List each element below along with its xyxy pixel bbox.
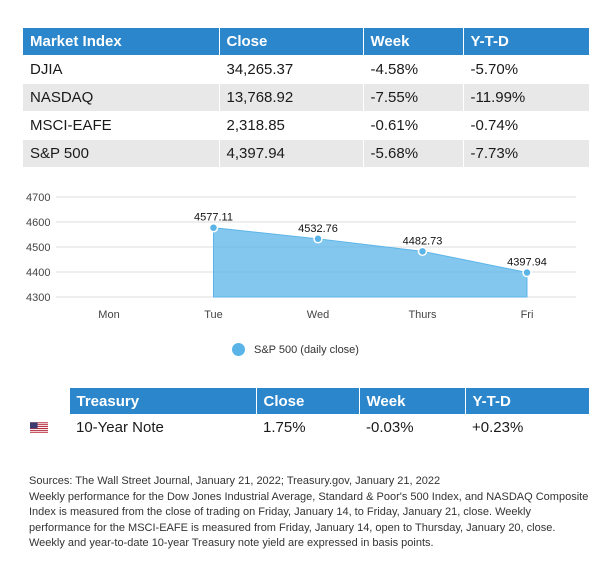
index-ytd: -7.73%: [463, 139, 589, 167]
data-point: [313, 234, 323, 244]
index-week: -7.55%: [363, 83, 464, 112]
legend-marker: [232, 343, 245, 356]
header-close: Close: [219, 28, 364, 56]
table-row: 10-Year Note 1.75% -0.03% +0.23%: [23, 414, 589, 441]
market-index-table: Market Index Close Week Y-T-D DJIA 34,26…: [23, 28, 589, 167]
index-week: -4.58%: [363, 55, 464, 84]
x-tick-label: Wed: [307, 309, 329, 321]
index-close: 2,318.85: [219, 111, 364, 140]
treasury-name: 10-Year Note: [69, 414, 256, 441]
chart-legend: S&P 500 (daily close): [232, 343, 359, 356]
index-ytd: -0.74%: [463, 111, 589, 140]
index-ytd: -11.99%: [463, 83, 589, 112]
index-ytd: -5.70%: [463, 55, 589, 84]
y-tick-label: 4700: [26, 192, 50, 204]
treasury-ytd: +0.23%: [465, 414, 589, 441]
table-row: S&P 500 4,397.94 -5.68% -7.73%: [23, 139, 589, 167]
data-point: [208, 222, 219, 233]
data-label: 4397.94: [507, 257, 547, 269]
header-treasury: Treasury: [69, 388, 257, 414]
data-label: 4482.73: [403, 235, 443, 247]
x-tick-label: Thurs: [408, 309, 437, 321]
header-week: Week: [359, 388, 466, 414]
data-points: [208, 222, 532, 278]
legend-label: S&P 500 (daily close): [254, 343, 359, 356]
header-ytd: Y-T-D: [463, 28, 589, 56]
footnotes: Sources: The Wall Street Journal, Januar…: [29, 474, 589, 552]
market-table-header: Market Index Close Week Y-T-D: [23, 28, 589, 56]
index-name: S&P 500: [23, 139, 220, 167]
y-tick-label: 4600: [26, 217, 50, 229]
methodology-note: Weekly performance for the Dow Jones Ind…: [29, 490, 589, 550]
x-tick-label: Mon: [98, 309, 119, 321]
y-tick-label: 4400: [26, 267, 50, 279]
sp500-area-chart: 4300 4400 4500 4600 4700 Mon Tue Wed Thurs Fri 4…: [26, 192, 576, 321]
data-label: 4577.11: [194, 212, 233, 224]
header-week: Week: [363, 28, 464, 56]
y-tick-label: 4300: [26, 292, 50, 304]
table-row: MSCI-EAFE 2,318.85 -0.61% -0.74%: [23, 111, 589, 140]
treasury-week: -0.03%: [359, 414, 465, 441]
header-ytd: Y-T-D: [465, 388, 589, 414]
y-tick-label: 4500: [26, 242, 50, 254]
data-labels: 4577.11 4532.76 4482.73 4397.94: [194, 212, 547, 269]
x-tick-label: Fri: [521, 309, 534, 321]
index-week: -5.68%: [363, 139, 464, 167]
y-axis-ticks: 4300 4400 4500 4600 4700: [26, 192, 50, 304]
header-flag-spacer: [23, 388, 70, 414]
treasury-close: 1.75%: [256, 414, 359, 441]
table-row: DJIA 34,265.37 -4.58% -5.70%: [23, 55, 589, 84]
header-market-index: Market Index: [23, 28, 220, 56]
header-close: Close: [256, 388, 360, 414]
us-flag-icon: [30, 422, 48, 434]
index-week: -0.61%: [363, 111, 464, 140]
treasury-table: Treasury Close Week Y-T-D 10-Year Note: [23, 388, 589, 441]
data-point: [417, 246, 428, 257]
index-name: NASDAQ: [23, 83, 220, 112]
x-axis-ticks: Mon Tue Wed Thurs Fri: [98, 309, 533, 321]
index-name: MSCI-EAFE: [23, 111, 220, 140]
treasury-table-header: Treasury Close Week Y-T-D: [23, 388, 589, 414]
index-close: 4,397.94: [219, 139, 364, 167]
x-tick-label: Tue: [204, 309, 223, 321]
table-row: NASDAQ 13,768.92 -7.55% -11.99%: [23, 83, 589, 112]
data-point: [522, 267, 532, 278]
index-name: DJIA: [23, 55, 220, 84]
sp500-area: [213, 227, 528, 298]
index-close: 34,265.37: [219, 55, 364, 84]
index-close: 13,768.92: [219, 83, 364, 112]
data-label: 4532.76: [298, 223, 338, 235]
sources-note: Sources: The Wall Street Journal, Januar…: [29, 475, 441, 487]
